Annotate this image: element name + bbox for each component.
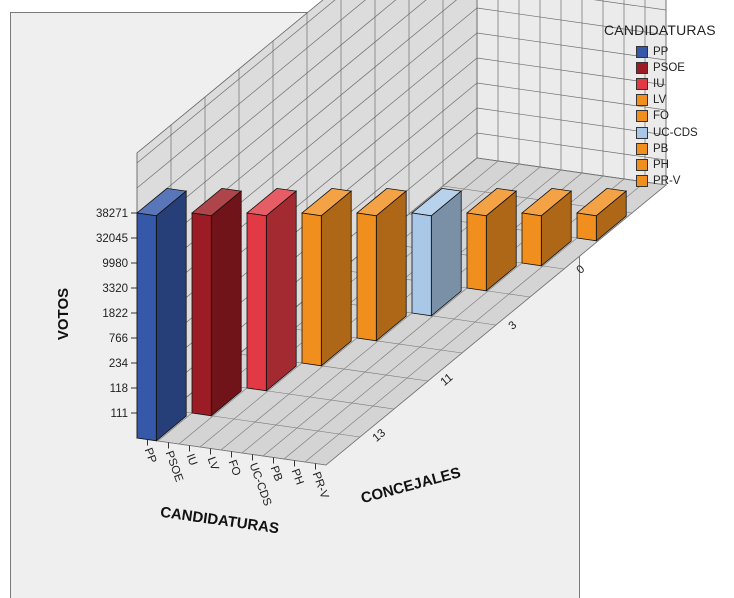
legend-label: FO	[653, 110, 669, 123]
legend-label: PR-V	[653, 174, 681, 187]
bar-side	[320, 190, 352, 367]
gridline	[476, 57, 667, 86]
y-tick-label: 3320	[102, 283, 128, 295]
y-axis: 111 118 234 766 1822 3320 9980 32045 38271	[96, 208, 137, 420]
y-tick-label: 111	[111, 408, 128, 420]
legend-swatch	[636, 174, 648, 187]
legend-item: PB	[636, 141, 732, 157]
legend-label: UC-CDS	[653, 126, 698, 139]
z-tick-label: 13	[371, 427, 389, 444]
y-tick-label: 32045	[96, 233, 128, 245]
bar-front	[356, 212, 377, 342]
z-tick-label: 11	[439, 372, 456, 389]
x-tick-label: PSOE	[163, 449, 185, 483]
legend-swatch	[636, 94, 648, 107]
z-tick-label: 3	[507, 319, 520, 332]
legend-swatch	[636, 126, 648, 139]
legend-item: UC-CDS	[636, 124, 732, 140]
bar-pp	[136, 187, 188, 442]
gridline	[476, 157, 667, 186]
legend-swatch	[636, 62, 648, 75]
bar-side	[375, 190, 407, 342]
bar-pb	[466, 187, 518, 292]
gridline	[476, 107, 667, 136]
bar-front	[136, 212, 157, 442]
gridline	[476, 32, 667, 61]
legend-item: PH	[636, 157, 732, 173]
x-tick-label: PR-V	[310, 470, 331, 500]
legend: CANDIDATURAS PP PSOE IU LV FO UC-CDS PB PH PR-V	[604, 22, 732, 189]
bar-front	[246, 212, 267, 392]
legend-label: IU	[653, 78, 665, 91]
legend-items: PP PSOE IU LV FO UC-CDS PB PH PR-V	[636, 44, 732, 189]
bar-front	[576, 212, 597, 242]
gridline	[136, 0, 427, 239]
legend-label: PP	[653, 46, 669, 59]
gridline	[476, 7, 667, 36]
bar-lv	[301, 187, 353, 367]
bar-front	[191, 212, 212, 417]
x-tick-label: LV	[205, 455, 221, 472]
bar-fo	[356, 187, 408, 342]
bar-pr-v	[576, 187, 628, 242]
bar-ph	[521, 187, 573, 267]
legend-label: PSOE	[653, 62, 685, 75]
legend-swatch	[636, 110, 648, 123]
gridline	[136, 0, 397, 214]
gridline	[476, 132, 667, 161]
x-tick-label: IU	[184, 452, 199, 467]
bars	[136, 187, 628, 442]
legend-item: PP	[636, 44, 732, 60]
y-axis-title: VOTOS	[55, 288, 72, 340]
gridline	[136, 0, 366, 189]
gridline	[593, 0, 667, 11]
legend-label: PH	[653, 158, 669, 171]
x-tick-label: PP	[142, 446, 159, 465]
y-tick-label: 234	[109, 358, 129, 370]
x-tick-label: PB	[268, 464, 285, 483]
bar-side	[210, 190, 242, 417]
bar-front	[301, 212, 322, 367]
y-tick-label: 1822	[102, 308, 128, 320]
y-tick-label: 118	[110, 383, 128, 395]
legend-item: PR-V	[636, 173, 732, 189]
bar-psoe	[191, 187, 243, 417]
y-tick-label: 38271	[96, 208, 128, 220]
bar-iu	[246, 187, 298, 392]
z-tick-label: 0	[575, 263, 588, 276]
bar-front	[466, 212, 487, 292]
bar-front	[411, 212, 432, 317]
legend-item: LV	[636, 92, 732, 108]
y-tick-label: 9980	[102, 258, 128, 270]
x-tick-label: FO	[226, 458, 243, 477]
gridline	[136, 0, 336, 164]
bar-side	[265, 190, 297, 392]
legend-item: IU	[636, 76, 732, 92]
legend-title: CANDIDATURAS	[604, 22, 716, 38]
legend-swatch	[636, 78, 648, 91]
y-tick-label: 766	[109, 333, 128, 345]
bar-front	[521, 212, 542, 267]
legend-swatch	[636, 142, 648, 155]
bar-side	[155, 190, 187, 442]
x-axis-title: CANDIDATURAS	[159, 504, 280, 537]
legend-item: PSOE	[636, 60, 732, 76]
legend-label: LV	[653, 94, 667, 107]
x-tick-label: PH	[289, 467, 306, 486]
legend-swatch	[636, 158, 648, 171]
gridline	[476, 82, 667, 111]
legend-label: PB	[653, 142, 669, 155]
legend-swatch	[636, 46, 648, 59]
bar-uc-cds	[411, 187, 463, 317]
z-axis-title: CONCEJALES	[359, 464, 462, 507]
legend-item: FO	[636, 108, 732, 124]
